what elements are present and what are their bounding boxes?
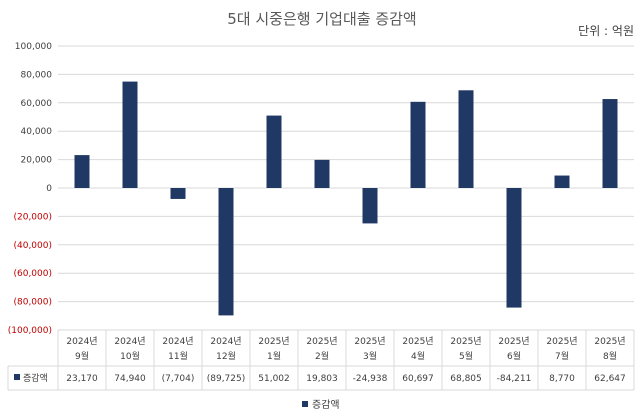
bar <box>506 188 522 308</box>
bar <box>602 99 618 188</box>
data-value-label: 60,697 <box>402 374 434 384</box>
y-tick-label: (40,000) <box>13 241 52 251</box>
x-tick-label-year: 2025년 <box>354 336 385 347</box>
x-tick-label-month: 6월 <box>507 350 521 362</box>
x-tick-label-year: 2025년 <box>450 336 481 347</box>
y-tick-label: (80,000) <box>13 298 52 308</box>
y-tick-label: 100,000 <box>15 42 52 52</box>
x-tick-label-month: 11월 <box>168 350 188 362</box>
x-tick-label-month: 2월 <box>315 350 329 362</box>
x-tick-label-month: 7월 <box>555 350 569 362</box>
x-tick-label-month: 12월 <box>216 350 236 362</box>
x-tick-label-year: 2025년 <box>258 336 289 347</box>
data-value-label: 74,940 <box>114 374 146 384</box>
x-tick-label-year: 2025년 <box>498 336 529 347</box>
x-tick-label-year: 2025년 <box>594 336 625 347</box>
y-tick-label: (60,000) <box>13 269 52 279</box>
chart-title: 5대 시중은행 기업대출 증감액 <box>227 10 416 28</box>
bar <box>314 159 330 188</box>
y-tick-label: 40,000 <box>21 127 53 137</box>
data-value-label: 23,170 <box>66 374 98 384</box>
x-tick-label-month: 9월 <box>75 350 89 362</box>
x-tick-label-year: 2025년 <box>402 336 433 347</box>
y-axis-ticks: 100,000 80,000 60,000 40,000 20,000 0 (20,000)… <box>8 42 53 336</box>
legend-label: 증감액 <box>312 399 340 411</box>
y-tick-label: 60,000 <box>21 99 53 109</box>
table-series-swatch <box>14 374 20 380</box>
bar <box>170 188 186 199</box>
x-tick-label-month: 10월 <box>120 350 140 362</box>
bar <box>410 101 426 188</box>
bar <box>74 155 90 188</box>
data-value-label: (89,725) <box>207 374 246 384</box>
x-tick-label-year: 2024년 <box>114 336 145 347</box>
x-tick-label-year: 2024년 <box>66 336 97 347</box>
x-tick-label-month: 4월 <box>411 350 425 362</box>
table-series-label: 증감액 <box>23 372 48 384</box>
x-tick-label-year: 2024년 <box>162 336 193 347</box>
bar <box>362 188 378 224</box>
x-tick-label-month: 5월 <box>459 350 473 362</box>
legend-swatch <box>302 401 308 407</box>
x-tick-label-year: 2025년 <box>546 336 577 347</box>
data-value-label: 62,647 <box>594 374 626 384</box>
y-tick-label: 80,000 <box>21 70 53 80</box>
data-value-label: 68,805 <box>450 374 482 384</box>
data-table: 2024년 9월 2024년 10월 2024년 11월 2024년 12월 2025년 1월 20… <box>7 329 635 391</box>
bar <box>122 81 138 188</box>
data-value-label: (7,704) <box>162 374 195 384</box>
y-tick-label: 20,000 <box>21 156 53 166</box>
bar <box>554 175 570 188</box>
bars <box>74 81 618 316</box>
data-value-label: 19,803 <box>306 374 338 384</box>
x-tick-label-month: 1월 <box>267 350 281 362</box>
y-tick-label: 0 <box>46 184 52 194</box>
data-value-label: 8,770 <box>549 374 575 384</box>
y-tick-label: (100,000) <box>8 326 52 336</box>
legend: 증감액 <box>302 399 340 411</box>
data-value-label: -24,938 <box>353 374 388 384</box>
x-tick-label-year: 2024년 <box>210 336 241 347</box>
x-tick-label-month: 3월 <box>363 350 377 362</box>
bar <box>218 188 234 316</box>
data-value-label: 51,002 <box>258 374 290 384</box>
x-tick-label-month: 8월 <box>603 350 617 362</box>
gridlines <box>58 45 634 331</box>
y-tick-label: (20,000) <box>13 212 52 222</box>
data-value-label: -84,211 <box>497 374 532 384</box>
bar <box>458 90 474 188</box>
bar <box>266 115 282 188</box>
unit-label: 단위 : 억원 <box>578 24 634 38</box>
x-tick-label-year: 2025년 <box>306 336 337 347</box>
